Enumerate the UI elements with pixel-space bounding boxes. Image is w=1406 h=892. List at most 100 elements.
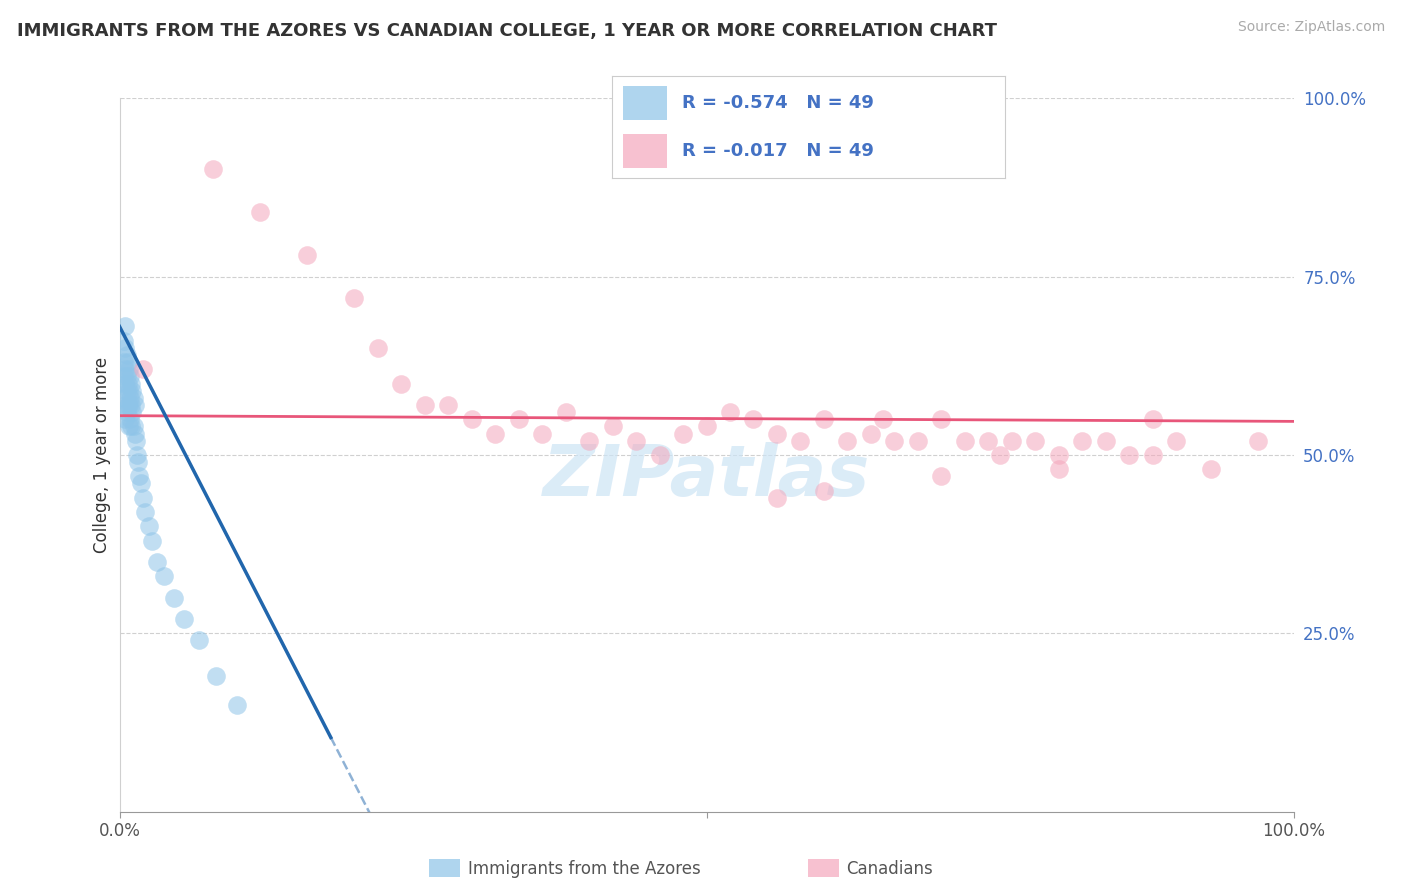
Point [1071, 434, 1094, 448]
Point [134, 505, 156, 519]
Point [249, 205, 271, 219]
Point [125, 434, 148, 448]
Point [225, 698, 249, 712]
Point [988, 448, 1011, 462]
Point [977, 434, 1000, 448]
Point [112, 369, 135, 384]
Point [602, 419, 624, 434]
Point [127, 455, 149, 469]
Point [1142, 448, 1164, 462]
Point [112, 334, 135, 348]
Point [202, 162, 225, 177]
Point [872, 412, 894, 426]
Point [789, 434, 811, 448]
Point [138, 519, 160, 533]
Bar [623, 135, 666, 168]
Point [124, 426, 146, 441]
Point [931, 469, 953, 483]
Point [121, 405, 143, 419]
Point [1024, 434, 1046, 448]
Point [953, 434, 976, 448]
Point [132, 362, 155, 376]
Point [413, 398, 436, 412]
Text: R = -0.017   N = 49: R = -0.017 N = 49 [682, 142, 875, 161]
Text: Source: ZipAtlas.com: Source: ZipAtlas.com [1237, 20, 1385, 34]
Point [437, 398, 460, 412]
Text: Canadians: Canadians [846, 860, 934, 878]
Point [114, 412, 136, 426]
Point [132, 491, 155, 505]
Bar [623, 87, 666, 120]
Point [117, 376, 139, 391]
Point [122, 391, 145, 405]
Point [484, 426, 506, 441]
Point [114, 319, 136, 334]
Point [508, 412, 530, 426]
Point [1094, 434, 1116, 448]
Point [1047, 462, 1070, 476]
Point [120, 376, 142, 391]
Text: ZIPatlas: ZIPatlas [543, 442, 870, 511]
Point [813, 412, 835, 426]
Point [672, 426, 695, 441]
Point [837, 434, 859, 448]
Point [128, 469, 150, 483]
Point [162, 591, 184, 605]
Point [578, 434, 600, 448]
Point [141, 533, 163, 548]
Point [188, 633, 211, 648]
Point [204, 669, 226, 683]
Point [114, 362, 136, 376]
Point [1118, 448, 1140, 462]
Text: R = -0.574   N = 49: R = -0.574 N = 49 [682, 94, 875, 112]
Point [118, 384, 141, 398]
Point [120, 391, 142, 405]
Point [121, 384, 143, 398]
Point [297, 248, 319, 262]
Point [907, 434, 929, 448]
Point [118, 398, 141, 412]
Point [1047, 448, 1070, 462]
Point [648, 448, 671, 462]
Point [117, 355, 139, 369]
Point [114, 376, 136, 391]
Point [624, 434, 647, 448]
Point [766, 491, 789, 505]
Y-axis label: College, 1 year or more: College, 1 year or more [93, 357, 111, 553]
Point [742, 412, 765, 426]
Point [859, 426, 882, 441]
Point [120, 369, 142, 384]
Point [460, 412, 484, 426]
Point [114, 341, 136, 355]
Point [1247, 434, 1270, 448]
Point [1201, 462, 1223, 476]
Point [389, 376, 412, 391]
Point [114, 398, 136, 412]
Point [115, 369, 138, 384]
Point [1142, 412, 1164, 426]
Point [696, 419, 718, 434]
Point [115, 384, 138, 398]
Point [554, 405, 576, 419]
Point [120, 398, 142, 412]
Point [118, 362, 141, 376]
Point [1001, 434, 1024, 448]
Text: Immigrants from the Azores: Immigrants from the Azores [468, 860, 702, 878]
Point [117, 398, 139, 412]
Point [766, 426, 789, 441]
Point [129, 476, 152, 491]
Point [118, 419, 141, 434]
Point [343, 291, 366, 305]
Point [153, 569, 176, 583]
Point [367, 341, 389, 355]
Point [1164, 434, 1187, 448]
Point [146, 555, 169, 569]
Point [115, 405, 138, 419]
Point [718, 405, 741, 419]
Point [173, 612, 195, 626]
Point [124, 398, 146, 412]
Point [931, 412, 953, 426]
Point [813, 483, 835, 498]
Point [112, 391, 135, 405]
Point [127, 448, 149, 462]
